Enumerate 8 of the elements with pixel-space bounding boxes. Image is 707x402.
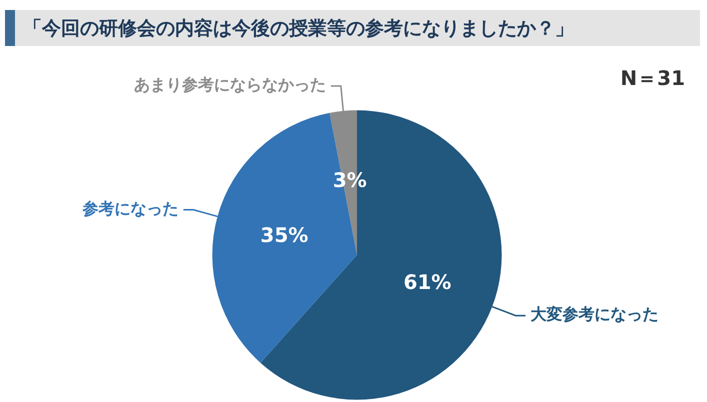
data-label: 35% bbox=[260, 222, 308, 247]
slice-label: あまり参考にならなかった bbox=[134, 75, 326, 94]
text: N＝31 bbox=[620, 66, 686, 90]
data-label: 61% bbox=[403, 270, 452, 294]
chart-title: 「今回の研修会の内容は今後の授業等の参考になりましたか？」 bbox=[23, 18, 574, 40]
slice-label: 参考になった bbox=[81, 198, 178, 218]
data-label: 3% bbox=[332, 168, 367, 192]
slice-label: 大変参考になった bbox=[530, 304, 659, 324]
